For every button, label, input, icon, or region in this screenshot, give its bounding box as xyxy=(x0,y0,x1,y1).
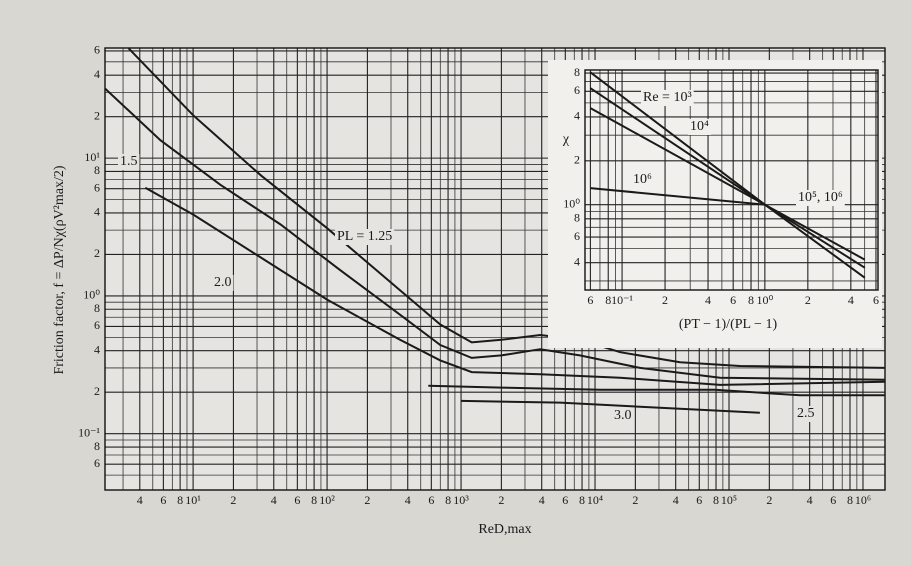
x-tick-label: 6 xyxy=(160,493,166,507)
series-label: 2.5 xyxy=(797,406,815,421)
label-background xyxy=(118,154,140,170)
x-tick-label: 2 xyxy=(662,293,668,307)
x-tick-label: 4 xyxy=(271,493,277,507)
x-tick-label: 6 xyxy=(587,293,593,307)
series-line xyxy=(461,399,760,414)
series-label: 2.0 xyxy=(214,275,232,290)
x-tick-label: 8 xyxy=(177,493,183,507)
plot-frame xyxy=(584,69,879,291)
y-tick-label: 4 xyxy=(94,205,100,219)
x-tick-label: 6 xyxy=(428,493,434,507)
y-tick-label: 4 xyxy=(574,109,580,123)
x-tick-label: 6 xyxy=(294,493,300,507)
x-tick-label: 4 xyxy=(673,493,679,507)
x-axis-label: (PT − 1)/(PL − 1) xyxy=(679,317,778,332)
label-background xyxy=(631,172,654,188)
x-tick-label: 4 xyxy=(405,493,411,507)
x-tick-label: 8 xyxy=(311,493,317,507)
x-tick-label: 8 xyxy=(579,493,585,507)
x-tick-label: 10² xyxy=(319,493,335,507)
label-background xyxy=(335,229,395,245)
x-tick-label: 10⁰ xyxy=(756,293,773,307)
x-tick-label: 10⁴ xyxy=(587,493,603,507)
series-label: 10⁴ xyxy=(690,119,709,134)
y-tick-label: 6 xyxy=(94,456,100,470)
x-tick-label: 2 xyxy=(766,493,772,507)
y-tick-label: 10⁰ xyxy=(563,196,580,210)
y-tick-label: 2 xyxy=(94,246,100,260)
y-tick-label: 10⁰ xyxy=(83,288,100,302)
y-tick-label: 8 xyxy=(574,65,580,79)
plot-frame xyxy=(104,47,886,491)
x-tick-label: 8 xyxy=(748,293,754,307)
y-tick-label: 8 xyxy=(94,439,100,453)
y-tick-label: 6 xyxy=(574,229,580,243)
x-tick-label: 10³ xyxy=(453,493,469,507)
y-tick-label: 2 xyxy=(574,153,580,167)
x-tick-label: 8 xyxy=(847,493,853,507)
x-tick-label: 4 xyxy=(807,493,813,507)
series-line xyxy=(590,187,765,206)
y-tick-label: 2 xyxy=(94,384,100,398)
y-tick-label: 4 xyxy=(574,254,580,268)
x-tick-label: 2 xyxy=(805,293,811,307)
y-tick-label: 6 xyxy=(94,180,100,194)
y-tick-label: 10¹ xyxy=(84,150,100,164)
y-tick-label: 4 xyxy=(94,342,100,356)
x-tick-label: 2 xyxy=(364,493,370,507)
x-tick-label: 4 xyxy=(539,493,545,507)
x-tick-label: 6 xyxy=(830,493,836,507)
series-label: 1.5 xyxy=(120,154,138,169)
series-line xyxy=(127,47,886,369)
series-line xyxy=(144,186,886,386)
y-tick-label: 6 xyxy=(94,43,100,57)
x-tick-label: 6 xyxy=(730,293,736,307)
y-tick-label: 8 xyxy=(94,301,100,315)
y-tick-label: 4 xyxy=(94,67,100,81)
y-tick-label: 6 xyxy=(94,318,100,332)
x-tick-label: 8 xyxy=(445,493,451,507)
y-tick-label: 6 xyxy=(574,83,580,97)
x-tick-label: 2 xyxy=(632,493,638,507)
x-tick-label: 2 xyxy=(230,493,236,507)
label-background xyxy=(641,90,694,106)
series-line xyxy=(428,384,885,397)
x-tick-label: 10⁻¹ xyxy=(611,293,633,307)
y-axis-label: χ xyxy=(562,132,570,147)
x-tick-label: 4 xyxy=(137,493,143,507)
label-background xyxy=(688,119,711,135)
x-tick-label: 6 xyxy=(873,293,879,307)
label-background xyxy=(612,408,634,424)
x-tick-label: 10⁵ xyxy=(721,493,737,507)
x-axis-label: ReD,max xyxy=(478,522,531,537)
series-label: PL = 1.25 xyxy=(337,229,392,244)
x-tick-label: 10¹ xyxy=(185,493,201,507)
series-label: 10⁶ xyxy=(633,172,652,187)
series-label: 10⁵, 10⁶ xyxy=(798,190,843,205)
series-line xyxy=(104,87,886,381)
y-axis-label: Friction factor, f = ΔP/Nχ(ρV²max/2) xyxy=(52,165,67,374)
x-tick-label: 10⁶ xyxy=(855,493,871,507)
x-tick-label: 6 xyxy=(562,493,568,507)
y-tick-label: 8 xyxy=(94,163,100,177)
x-tick-label: 4 xyxy=(848,293,854,307)
x-tick-label: 4 xyxy=(705,293,711,307)
x-tick-label: 8 xyxy=(605,293,611,307)
label-background xyxy=(796,190,845,206)
y-tick-label: 10⁻¹ xyxy=(78,425,100,439)
x-tick-label: 8 xyxy=(713,493,719,507)
label-background xyxy=(795,406,817,422)
y-tick-label: 2 xyxy=(94,108,100,122)
series-label: Re = 10³ xyxy=(643,90,692,105)
series-label: 3.0 xyxy=(614,408,632,423)
x-tick-label: 6 xyxy=(696,493,702,507)
x-tick-label: 2 xyxy=(498,493,504,507)
y-tick-label: 8 xyxy=(574,211,580,225)
label-background xyxy=(212,275,234,291)
